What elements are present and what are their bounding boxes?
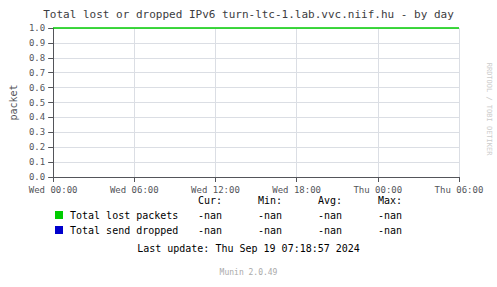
svg-text:0.9: 0.9 — [29, 38, 45, 48]
svg-text:packet: packet — [8, 84, 19, 120]
svg-text:0.8: 0.8 — [29, 53, 45, 63]
svg-text:Cur:: Cur: — [198, 195, 222, 206]
svg-text:0.6: 0.6 — [29, 83, 45, 93]
svg-text:0.5: 0.5 — [29, 98, 45, 108]
svg-text:-nan: -nan — [378, 210, 402, 221]
svg-text:1.0: 1.0 — [29, 23, 45, 33]
svg-text:-nan: -nan — [198, 210, 222, 221]
svg-text:0.1: 0.1 — [29, 157, 45, 167]
svg-text:Thu 00:00: Thu 00:00 — [353, 185, 402, 195]
svg-text:Avg:: Avg: — [318, 195, 342, 206]
svg-text:Max:: Max: — [378, 195, 402, 206]
svg-text:Wed 00:00: Wed 00:00 — [29, 185, 78, 195]
svg-text:0.7: 0.7 — [29, 68, 45, 78]
svg-text:RRDTOOL / TOBI OETIKER: RRDTOOL / TOBI OETIKER — [485, 63, 493, 157]
svg-text:Total lost or dropped IPv6 tur: Total lost or dropped IPv6 turn-ltc-1.la… — [43, 8, 454, 21]
svg-text:-nan: -nan — [318, 225, 342, 236]
svg-text:-nan: -nan — [258, 225, 282, 236]
svg-text:0.0: 0.0 — [29, 172, 45, 182]
svg-text:-nan: -nan — [318, 210, 342, 221]
svg-text:0.3: 0.3 — [29, 127, 45, 137]
svg-text:Wed 18:00: Wed 18:00 — [272, 185, 321, 195]
svg-text:Thu 06:00: Thu 06:00 — [435, 185, 484, 195]
svg-text:Last update: Thu Sep 19 07:18:: Last update: Thu Sep 19 07:18:57 2024 — [137, 243, 360, 254]
svg-text:0.4: 0.4 — [29, 112, 45, 122]
svg-text:Total send dropped: Total send dropped — [70, 225, 178, 236]
svg-text:Wed 06:00: Wed 06:00 — [110, 185, 159, 195]
svg-text:Munin 2.0.49: Munin 2.0.49 — [220, 268, 278, 277]
svg-text:Wed 12:00: Wed 12:00 — [191, 185, 240, 195]
svg-text:-nan: -nan — [198, 225, 222, 236]
svg-text:-nan: -nan — [378, 225, 402, 236]
svg-text:0.2: 0.2 — [29, 142, 45, 152]
svg-text:Min:: Min: — [258, 195, 282, 206]
svg-text:Total lost packets: Total lost packets — [70, 210, 178, 221]
svg-text:-nan: -nan — [258, 210, 282, 221]
